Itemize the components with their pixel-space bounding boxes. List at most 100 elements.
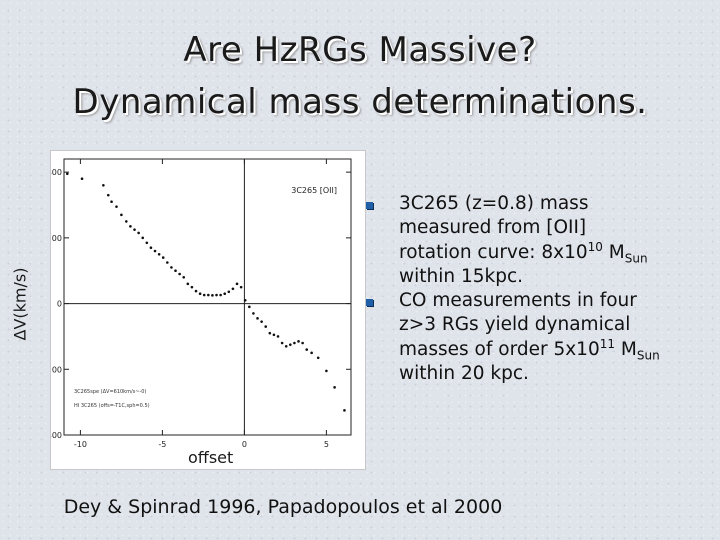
y-tick-label: 400 — [51, 168, 62, 177]
tick-labels-layer: -400 -200 0 200 400 -10 -5 0 5 3C265 [OII] 3C265sp… — [51, 168, 337, 449]
bullet-line: measured from [OII] — [399, 217, 587, 239]
bullet-text: rotation curve: 8x10 — [399, 241, 588, 263]
exponent: 11 — [599, 336, 615, 351]
bullet-list: 3C265 (z=0.8) mass measured from [OII] r… — [357, 192, 719, 386]
data-points-layer — [65, 172, 346, 412]
y-tick-label: 0 — [57, 300, 62, 309]
data-point — [137, 231, 140, 235]
data-point — [276, 335, 280, 338]
data-point — [211, 294, 214, 297]
legend-entry: 3C265spe (ΔV=610km/s~-0) — [74, 389, 146, 395]
data-point — [145, 241, 149, 245]
data-point — [256, 317, 259, 320]
bullet-text: M — [602, 241, 625, 263]
data-point — [182, 275, 186, 279]
data-point — [284, 344, 288, 348]
data-point — [161, 256, 165, 259]
data-point — [293, 341, 296, 345]
data-point — [301, 341, 304, 345]
data-point — [110, 200, 113, 204]
x-tick-label: 5 — [324, 440, 329, 449]
data-point — [149, 246, 153, 250]
data-point — [316, 356, 320, 360]
data-point — [260, 320, 263, 323]
data-point — [153, 249, 157, 253]
rotation-curve-figure: -400 -200 0 200 400 -10 -5 0 5 3C265 [OII] 3C265sp… — [51, 151, 365, 469]
data-point — [310, 351, 313, 355]
y-tick-label: -200 — [51, 365, 62, 374]
plot-label: 3C265 [OII] — [291, 186, 337, 195]
legend-entry: HI 3C265 (offs=-T1C,sph=0.5) — [74, 403, 150, 409]
data-point — [129, 225, 132, 228]
data-point — [166, 261, 169, 264]
data-point — [252, 312, 255, 315]
bullet-item-3c265: 3C265 (z=0.8) mass measured from [OII] r… — [357, 192, 719, 289]
data-point — [297, 340, 300, 343]
rotation-curve-plot: -400 -200 0 200 400 -10 -5 0 5 3C265 [OII] 3C265sp… — [51, 158, 352, 449]
data-point — [141, 236, 145, 240]
bullet-line: z>3 RGs yield dynamical — [399, 314, 631, 336]
data-point — [207, 293, 210, 297]
bullet-item-co: CO measurements in four z>3 RGs yield dy… — [357, 289, 719, 386]
square-bullet-icon — [366, 299, 373, 307]
data-point — [125, 220, 128, 223]
square-bullet-icon — [366, 202, 373, 209]
bullet-line: within 20 kpc. — [399, 363, 529, 385]
data-point — [235, 282, 239, 286]
exponent: 10 — [587, 239, 603, 254]
data-point — [202, 293, 206, 297]
bullet-line: within 15kpc. — [399, 265, 524, 287]
data-point — [115, 205, 118, 208]
subscript: Sun — [624, 251, 648, 266]
data-point — [157, 252, 161, 256]
bullet-line: 3C265 (z=0.8) mass — [399, 193, 589, 214]
slide-title: Are HzRGs Massive? — [183, 30, 537, 70]
data-point — [343, 409, 346, 412]
data-point — [198, 292, 202, 296]
data-point — [80, 177, 84, 181]
data-point — [264, 325, 268, 328]
data-point — [268, 331, 272, 335]
x-tick-label: -5 — [158, 440, 166, 449]
data-point — [120, 213, 123, 217]
data-point — [174, 269, 177, 273]
data-point — [280, 341, 284, 345]
data-point — [186, 282, 190, 286]
x-tick-label: -10 — [74, 440, 87, 449]
data-point — [102, 183, 105, 187]
data-point — [170, 266, 173, 269]
data-point — [223, 292, 227, 296]
citation: Dey & Spinrad 1996, Papadopoulos et al 2… — [63, 496, 503, 518]
data-point — [325, 369, 328, 373]
data-point — [194, 289, 198, 293]
bullet-line: rotation curve: 8x1010 MSun — [399, 239, 719, 266]
axes-layer — [63, 158, 352, 436]
data-point — [305, 348, 309, 351]
plot-box — [63, 158, 352, 436]
data-point — [243, 298, 247, 302]
data-point — [239, 285, 243, 289]
slide-subtitle: Dynamical mass determinations. — [72, 82, 648, 122]
subscript: Sun — [636, 348, 660, 363]
data-point — [178, 272, 181, 276]
data-point — [289, 343, 292, 346]
bullet-line: CO measurements in four — [399, 290, 637, 312]
data-point — [227, 290, 231, 294]
data-point — [65, 172, 69, 176]
x-tick-label: 0 — [242, 440, 247, 449]
y-axis-label-text: ΔV(km/s) — [10, 267, 30, 341]
data-point — [106, 193, 110, 197]
y-tick-label: -400 — [51, 431, 62, 440]
data-point — [272, 333, 276, 337]
data-point — [190, 285, 194, 289]
data-point — [248, 305, 251, 309]
data-point — [231, 287, 235, 291]
bullet-text: masses of order 5x10 — [399, 338, 600, 360]
data-point — [215, 293, 218, 297]
data-point — [333, 386, 336, 389]
bullet-text: M — [615, 338, 637, 360]
y-tick-label: 200 — [51, 234, 62, 243]
data-point — [219, 293, 222, 297]
bullet-line: masses of order 5x1011 MSun — [399, 338, 719, 362]
data-point — [133, 228, 136, 231]
